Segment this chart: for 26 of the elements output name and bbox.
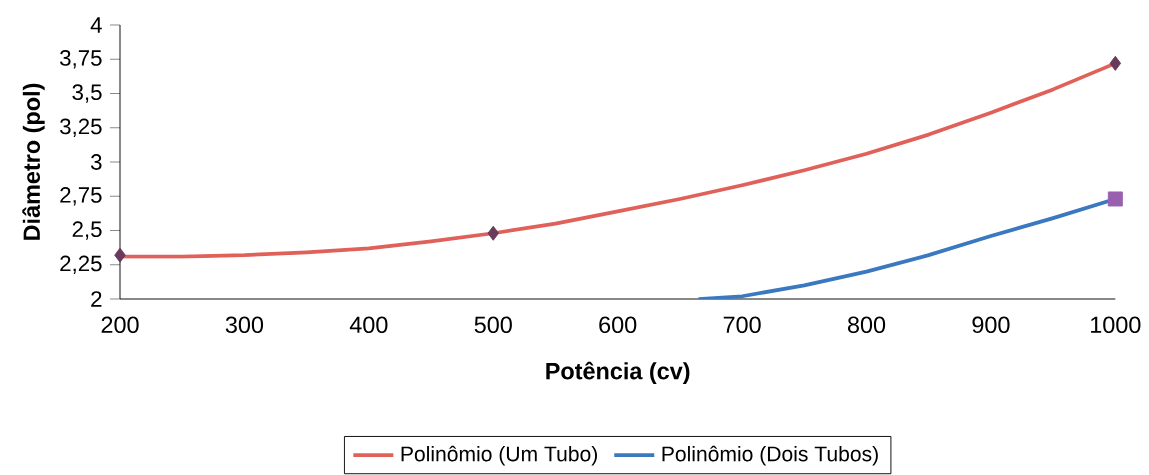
y-tick-label: 3,25 (60, 118, 102, 137)
x-tick-label: 800 (847, 316, 886, 334)
y-axis-title: Diâmetro (pol) (22, 83, 45, 240)
x-tick-label: 700 (723, 316, 761, 334)
y-tick-label: 2,5 (72, 221, 102, 240)
legend-label: Polinômio (Um Tubo) (401, 445, 598, 466)
y-tick-label: 2,25 (60, 255, 102, 274)
point (487, 225, 499, 241)
y-tick-label: 3 (90, 154, 102, 170)
legend-label: Polinômio (Dois Tubos) (662, 445, 878, 466)
x-tick-label: 200 (101, 316, 139, 334)
y-tick-label: 3,5 (72, 84, 102, 103)
y-tick-label: 2,75 (60, 187, 102, 206)
y-tick-label: 3,75 (60, 50, 102, 69)
x-tick-label: 400 (349, 316, 388, 334)
x-tick-label: 600 (599, 316, 637, 334)
point (1107, 191, 1123, 207)
x-tick-label: 1000 (1091, 316, 1141, 334)
point (114, 247, 126, 263)
x-tick-label: 300 (225, 316, 264, 334)
x-tick-label: 500 (474, 316, 512, 334)
x-tick-label: 900 (972, 316, 1010, 334)
x-axis-title: Potência (cv) (546, 361, 690, 385)
point (1109, 55, 1122, 71)
y-tick-label: 4 (90, 17, 102, 33)
y-tick-label: 2 (91, 291, 102, 307)
